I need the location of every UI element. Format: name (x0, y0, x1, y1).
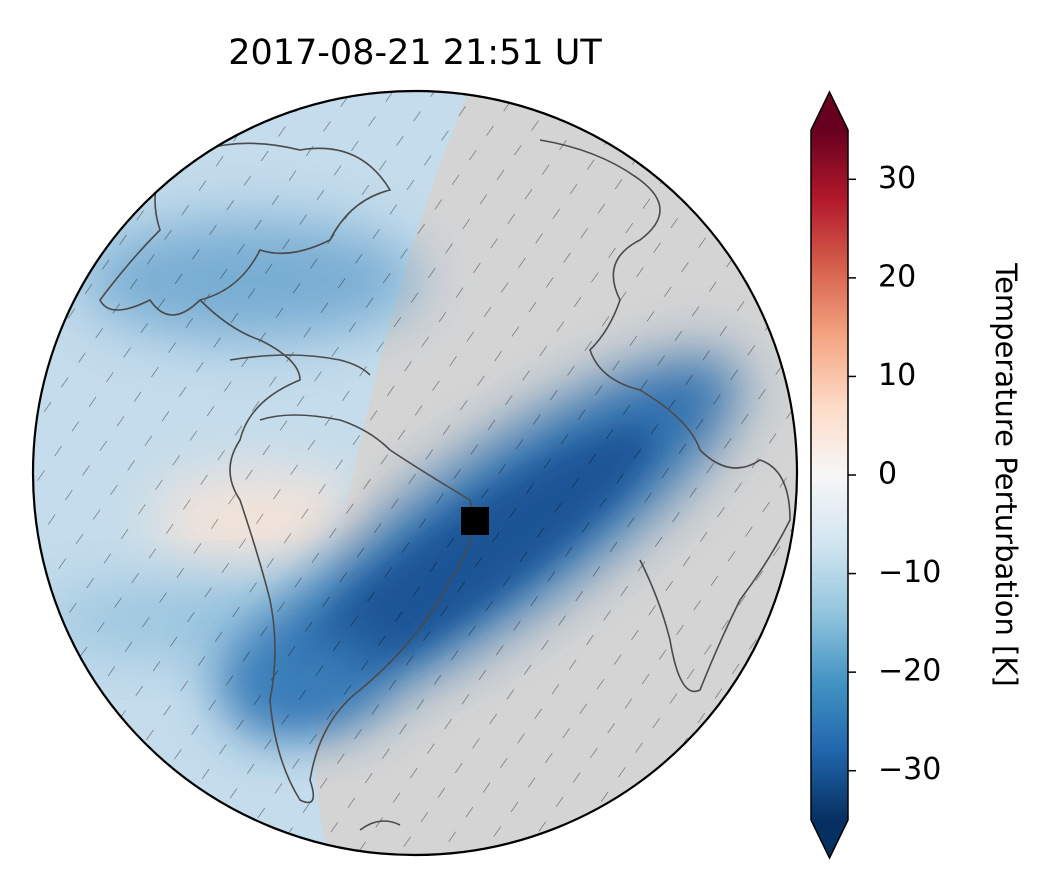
colorbar-tick-label: −10 (878, 555, 941, 590)
colorbar-tick-label: 10 (878, 358, 916, 393)
colorbar-tick-label: −20 (878, 654, 941, 689)
colorbar-tick-label: −30 (878, 752, 941, 787)
colorbar-fill (811, 130, 848, 820)
marker (461, 507, 489, 535)
colorbar-extend-bottom (811, 820, 848, 858)
coastlines (99, 139, 791, 831)
globe (33, 91, 797, 855)
colorbar-outline (810, 90, 849, 860)
colorbar-extend-top (811, 92, 848, 130)
colorbar: −30 −20 −10 0 10 20 30 (810, 90, 941, 860)
map-title: 2017-08-21 21:51 UT (228, 33, 602, 73)
colorbar-tick-label: 20 (878, 259, 916, 294)
colorbar-tick-label: 30 (878, 161, 916, 196)
globe-outline (31, 89, 799, 857)
colorbar-label: Temperature Perturbation [K] (989, 262, 1023, 686)
colorbar-tick-label: 0 (878, 457, 897, 492)
